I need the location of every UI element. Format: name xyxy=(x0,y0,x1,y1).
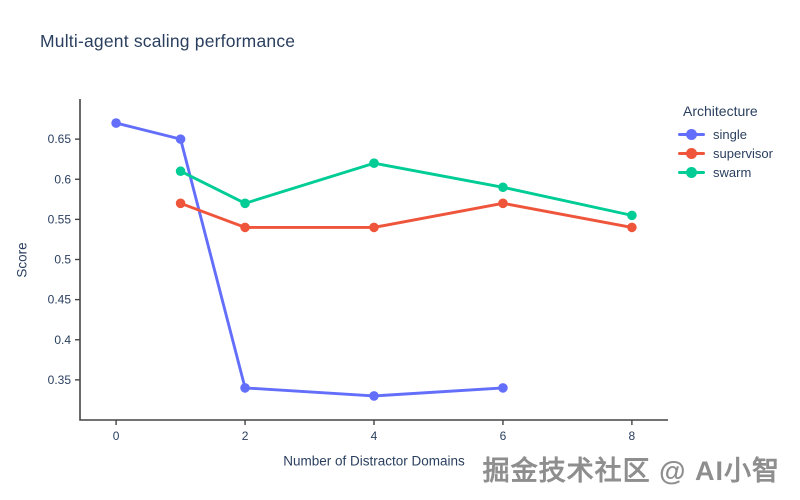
y-axis-title: Score xyxy=(14,242,30,278)
marker-single xyxy=(498,383,508,393)
watermark: 掘金技术社区 @ AI小智 xyxy=(482,456,780,486)
marker-single xyxy=(240,383,250,393)
marker-supervisor xyxy=(627,222,637,233)
series-line-single xyxy=(115,121,504,398)
legend-label: supervisor xyxy=(713,146,773,161)
marker-swarm xyxy=(175,166,186,177)
marker-supervisor xyxy=(498,198,508,209)
chart-title: Multi-agent scaling performance xyxy=(40,31,296,51)
marker-single xyxy=(111,118,121,128)
marker-swarm xyxy=(627,210,637,221)
marker-swarm xyxy=(369,158,379,168)
marker-single xyxy=(369,391,379,401)
legend-item-swarm[interactable]: swarm xyxy=(678,163,798,182)
legend-line-marker-icon xyxy=(678,167,705,178)
x-tick-label: 2 xyxy=(242,429,249,443)
series-line-swarm xyxy=(179,161,633,217)
legend-title: Architecture xyxy=(683,103,758,119)
x-tick-label: 6 xyxy=(500,429,507,443)
legend-line-marker-icon xyxy=(678,129,705,140)
x-tick-label: 4 xyxy=(371,429,378,443)
y-tick-label: 0.6 xyxy=(54,172,71,186)
marker-supervisor xyxy=(369,222,379,233)
y-tick-label: 0.4 xyxy=(54,333,71,347)
y-tick-label: 0.45 xyxy=(48,293,72,307)
y-tick-label: 0.65 xyxy=(48,132,72,146)
x-tick-label: 0 xyxy=(113,429,120,443)
legend-item-supervisor[interactable]: supervisor xyxy=(678,144,798,163)
marker-swarm xyxy=(240,198,250,209)
legend-label: single xyxy=(713,127,747,142)
marker-swarm xyxy=(498,182,508,193)
marker-single xyxy=(175,134,186,144)
y-tick-label: 0.35 xyxy=(48,373,72,387)
y-tick-label: 0.5 xyxy=(54,253,71,267)
x-axis-title: Number of Distractor Domains xyxy=(283,453,465,469)
series-line-supervisor xyxy=(180,201,633,229)
axis-lines xyxy=(79,99,668,421)
legend: Architecture single supervisor swarm xyxy=(678,103,798,182)
x-tick-label: 8 xyxy=(629,429,636,443)
marker-supervisor xyxy=(175,198,186,209)
legend-label: swarm xyxy=(713,165,752,180)
legend-item-single[interactable]: single xyxy=(678,125,798,144)
y-tick-label: 0.55 xyxy=(48,212,72,226)
legend-line-marker-icon xyxy=(678,148,705,159)
marker-supervisor xyxy=(240,222,250,233)
